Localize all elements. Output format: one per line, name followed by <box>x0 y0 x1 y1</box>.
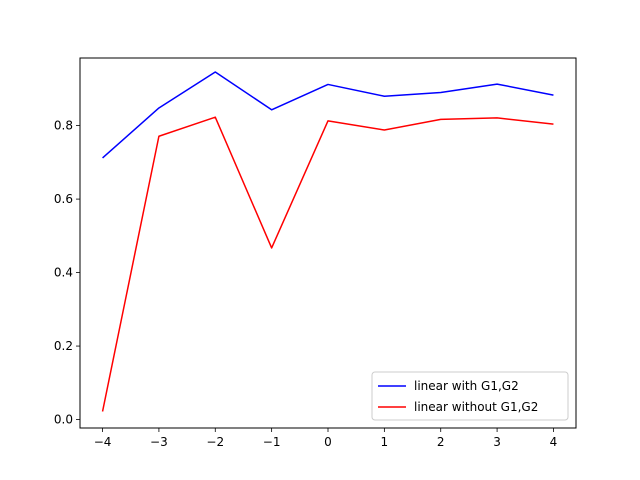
x-tick-label: 0 <box>324 435 332 449</box>
x-tick-label: 4 <box>550 435 558 449</box>
y-tick-label: 0.2 <box>54 339 73 353</box>
y-tick-label: 0.8 <box>54 119 73 133</box>
series-layer <box>101 71 554 412</box>
x-tick-label: 2 <box>437 435 445 449</box>
x-tick-label: −4 <box>94 435 112 449</box>
legend-label: linear with G1,G2 <box>414 379 519 393</box>
x-tick-label: 3 <box>493 435 501 449</box>
y-tick-label: 0.6 <box>54 192 73 206</box>
x-tick-label: −3 <box>150 435 168 449</box>
series-line-1 <box>101 116 554 412</box>
y-tick-label: 0.4 <box>54 266 73 280</box>
y-axis: 0.0 0.2 0.4 0.6 0.8 <box>54 119 80 427</box>
legend: linear with G1,G2 linear without G1,G2 <box>371 371 569 421</box>
legend-box <box>371 371 569 421</box>
legend-label: linear without G1,G2 <box>414 400 538 414</box>
x-tick-label: −1 <box>263 435 281 449</box>
series-line-0 <box>102 71 554 159</box>
x-axis: −4 −3 −2 −1 0 1 2 3 4 <box>94 428 558 449</box>
x-tick-label: −2 <box>206 435 224 449</box>
y-tick-label: 0.0 <box>54 413 73 427</box>
x-tick-label: 1 <box>381 435 389 449</box>
